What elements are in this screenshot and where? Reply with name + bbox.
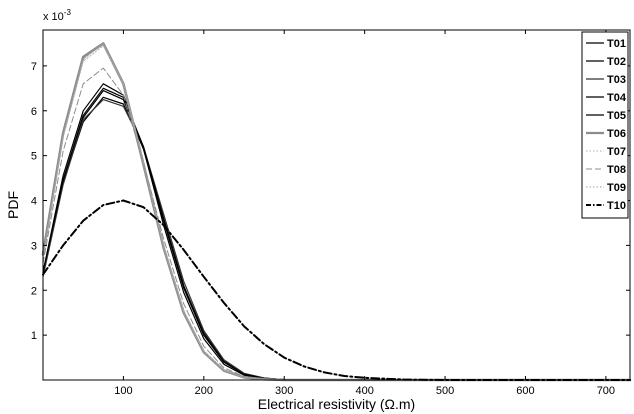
y-tick-label: 3 xyxy=(31,240,37,252)
series-layer xyxy=(41,42,632,382)
x-tick-label: 100 xyxy=(114,385,132,397)
x-tick-label: 700 xyxy=(597,385,615,397)
legend-entry-t01: T01 xyxy=(607,38,626,50)
x-axis-label: Electrical resistivity (Ω.m) xyxy=(258,396,415,412)
x-tick-label: 600 xyxy=(516,385,534,397)
y-tick-label: 5 xyxy=(31,151,37,163)
legend-entry-t06: T06 xyxy=(607,128,626,140)
y-axis-scale-factor: x 10-3 xyxy=(43,8,71,23)
legend-entry-t07: T07 xyxy=(607,146,626,158)
legend-entry-t08: T08 xyxy=(607,164,626,176)
y-axis-label: PDF xyxy=(5,191,21,219)
y-scale-exponent: -3 xyxy=(64,8,72,17)
legend: T01 T02 T03 T04 T05 T06 T07 T08 T09 T10 xyxy=(581,31,629,219)
series-line-t03 xyxy=(42,99,631,381)
legend-entry-t04: T04 xyxy=(607,92,627,104)
plot-frame xyxy=(42,29,631,381)
y-tick-label: 4 xyxy=(31,196,37,208)
series-line-t09 xyxy=(42,43,631,381)
x-tick-label: 400 xyxy=(355,385,373,397)
legend-entry-t02: T02 xyxy=(607,56,626,68)
series-line-t01 xyxy=(42,96,631,381)
series-line-t07 xyxy=(42,45,631,381)
legend-entry-t05: T05 xyxy=(607,110,626,122)
series-line-t04 xyxy=(42,83,631,381)
y-tick-label: 1 xyxy=(31,330,37,342)
series-line-t02 xyxy=(42,90,631,381)
x-tick-label: 300 xyxy=(275,385,293,397)
x-tick-label: 200 xyxy=(195,385,213,397)
y-scale-base: x 10 xyxy=(43,11,64,23)
series-line-t05 xyxy=(42,87,631,381)
y-tick-label: 6 xyxy=(31,106,37,118)
x-tick-label: 500 xyxy=(436,385,454,397)
series-line-t06 xyxy=(41,42,632,382)
legend-entry-t03: T03 xyxy=(607,74,626,86)
y-tick-label: 7 xyxy=(31,61,37,73)
legend-entry-t09: T09 xyxy=(607,182,626,194)
legend-entry-t10: T10 xyxy=(607,200,626,212)
y-tick-label: 2 xyxy=(31,285,37,297)
series-line-t10 xyxy=(42,199,631,381)
ticks-layer: 100 200 300 400 500 600 700 1 2 3 4 5 6 7 xyxy=(31,30,630,397)
